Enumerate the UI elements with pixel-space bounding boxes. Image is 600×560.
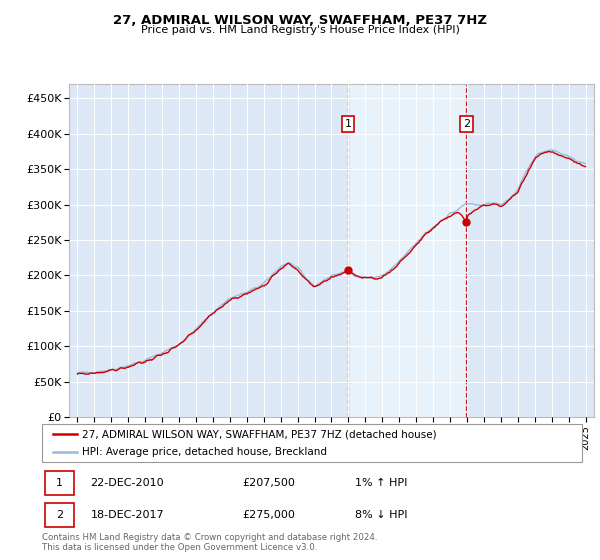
Text: HPI: Average price, detached house, Breckland: HPI: Average price, detached house, Brec… xyxy=(83,447,328,458)
Text: Contains HM Land Registry data © Crown copyright and database right 2024.: Contains HM Land Registry data © Crown c… xyxy=(42,533,377,542)
Text: Price paid vs. HM Land Registry's House Price Index (HPI): Price paid vs. HM Land Registry's House … xyxy=(140,25,460,35)
Text: 2: 2 xyxy=(463,119,470,129)
Text: £207,500: £207,500 xyxy=(242,478,295,488)
Text: 1: 1 xyxy=(56,478,63,488)
Text: This data is licensed under the Open Government Licence v3.0.: This data is licensed under the Open Gov… xyxy=(42,543,317,552)
Bar xyxy=(348,84,466,417)
Text: 27, ADMIRAL WILSON WAY, SWAFFHAM, PE37 7HZ: 27, ADMIRAL WILSON WAY, SWAFFHAM, PE37 7… xyxy=(113,14,487,27)
Text: 27, ADMIRAL WILSON WAY, SWAFFHAM, PE37 7HZ (detached house): 27, ADMIRAL WILSON WAY, SWAFFHAM, PE37 7… xyxy=(83,429,437,439)
FancyBboxPatch shape xyxy=(45,470,74,495)
Text: 18-DEC-2017: 18-DEC-2017 xyxy=(91,510,164,520)
Text: 8% ↓ HPI: 8% ↓ HPI xyxy=(355,510,408,520)
Text: 2: 2 xyxy=(56,510,63,520)
FancyBboxPatch shape xyxy=(45,503,74,528)
Text: 1: 1 xyxy=(344,119,352,129)
Text: 22-DEC-2010: 22-DEC-2010 xyxy=(91,478,164,488)
Text: £275,000: £275,000 xyxy=(242,510,295,520)
Text: 1% ↑ HPI: 1% ↑ HPI xyxy=(355,478,407,488)
